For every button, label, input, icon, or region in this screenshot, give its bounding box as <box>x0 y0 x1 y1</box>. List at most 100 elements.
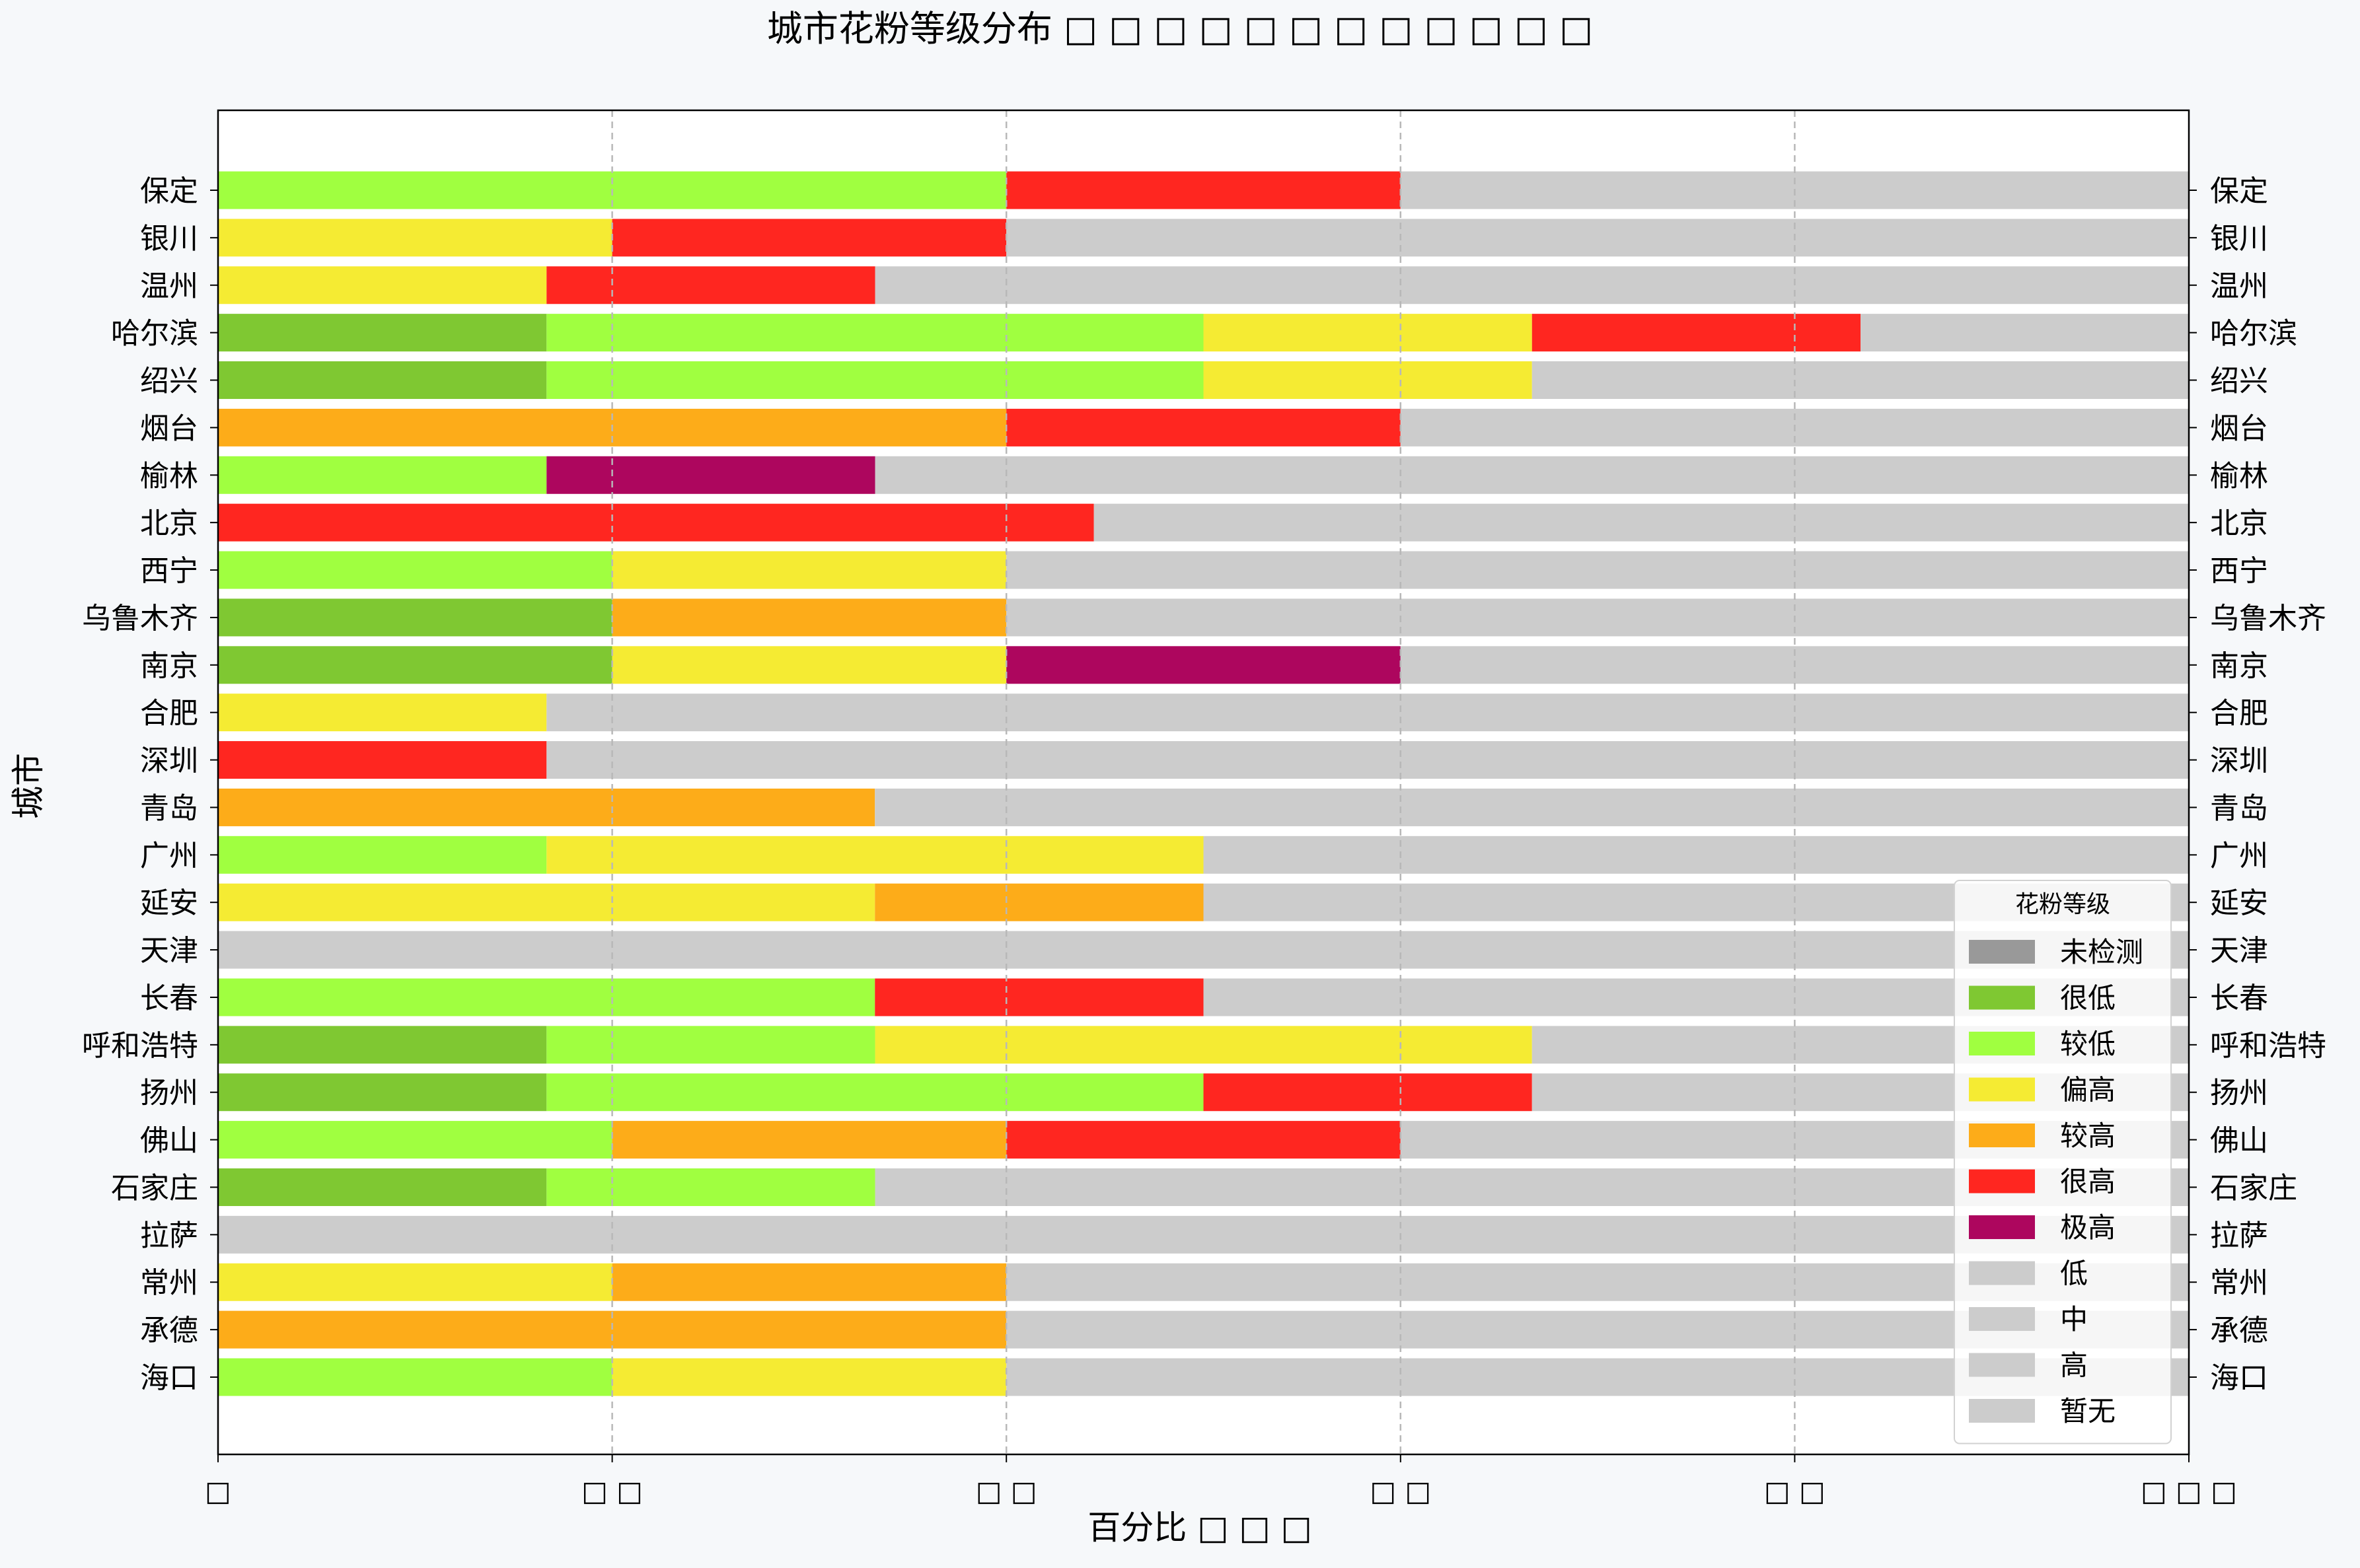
y-tick-label-right: 延安 <box>2210 886 2268 920</box>
bar-segment-哈尔滨-很高 <box>1531 314 1861 352</box>
legend-label: 未检测 <box>2060 936 2143 968</box>
bar-segment-合肥-偏高 <box>218 694 547 732</box>
legend-title: 花粉等级 <box>2015 891 2110 918</box>
bar-segment-乌鲁木齐-很低 <box>218 598 612 637</box>
legend-swatch-很高 <box>1969 1169 2035 1194</box>
bar-segment-西宁-暂无 <box>1006 551 2189 589</box>
y-tick-label: 天津 <box>140 934 198 968</box>
legend-swatch-较高 <box>1969 1123 2035 1147</box>
bar-segment-银川-暂无 <box>1006 219 2189 257</box>
x-tick-label: □ □ <box>976 1475 1037 1507</box>
y-tick-label: 常州 <box>140 1266 198 1300</box>
bar-segment-常州-偏高 <box>218 1263 612 1301</box>
bar-segment-银川-偏高 <box>218 219 612 257</box>
y-tick-label: 烟台 <box>140 411 198 445</box>
bar-segment-天津-暂无 <box>218 931 2189 969</box>
legend-label: 高 <box>2060 1349 2088 1382</box>
x-tick-label: □ □ <box>1370 1475 1431 1507</box>
y-tick-label: 海口 <box>140 1361 198 1395</box>
y-tick-label: 拉萨 <box>140 1219 198 1252</box>
legend-swatch-极高 <box>1969 1215 2035 1239</box>
bar-segment-海口-偏高 <box>612 1358 1007 1396</box>
bar-segment-哈尔滨-很低 <box>218 314 547 352</box>
bar-segment-长春-较低 <box>218 978 875 1016</box>
bar-segment-榆林-暂无 <box>875 456 2189 494</box>
bar-segment-南京-很低 <box>218 646 612 684</box>
y-tick-label-right: 银川 <box>2210 222 2268 256</box>
y-tick-label-right: 绍兴 <box>2210 365 2268 398</box>
y-tick-label-right: 保定 <box>2210 174 2268 208</box>
legend-label: 较高 <box>2060 1120 2116 1152</box>
bar-segment-合肥-暂无 <box>546 694 2189 732</box>
bar-segment-乌鲁木齐-较高 <box>612 598 1007 637</box>
chart-title: 城市花粉等级分布 □ □ □ □ □ □ □ □ □ □ □ □ <box>767 8 1593 50</box>
bar-segment-青岛-暂无 <box>875 788 2189 826</box>
y-tick-label-right: 拉萨 <box>2210 1219 2268 1252</box>
y-tick-label-right: 青岛 <box>2210 791 2268 825</box>
y-tick-label-right: 烟台 <box>2210 411 2268 445</box>
bar-segment-绍兴-偏高 <box>1203 361 1532 400</box>
bar-segment-青岛-较高 <box>218 788 875 826</box>
legend-swatch-较低 <box>1969 1032 2035 1055</box>
legend-label: 极高 <box>2060 1211 2116 1244</box>
bar-segment-海口-较低 <box>218 1358 612 1396</box>
y-tick-label: 榆林 <box>140 459 198 493</box>
legend-swatch-暂无 <box>1969 1399 2035 1423</box>
bar-segment-西宁-较低 <box>218 551 612 589</box>
legend-swatch-高 <box>1969 1353 2035 1377</box>
bar-segment-拉萨-暂无 <box>218 1215 2189 1254</box>
bar-segment-佛山-很高 <box>1006 1121 1401 1159</box>
y-tick-label-right: 北京 <box>2210 507 2268 540</box>
y-tick-label: 佛山 <box>140 1124 198 1158</box>
bar-segment-温州-偏高 <box>218 266 547 304</box>
bar-segment-温州-暂无 <box>875 266 2189 304</box>
y-tick-label-right: 榆林 <box>2210 459 2268 493</box>
bar-segment-延安-较高 <box>875 883 1204 921</box>
y-tick-label: 石家庄 <box>111 1171 198 1205</box>
y-tick-label: 南京 <box>140 649 198 683</box>
legend-label: 较低 <box>2060 1028 2116 1060</box>
bar-segment-扬州-很高 <box>1203 1073 1532 1112</box>
bar-segment-长春-很高 <box>875 978 1204 1016</box>
bar-segment-广州-较低 <box>218 836 547 874</box>
y-tick-label-right: 扬州 <box>2210 1077 2268 1110</box>
y-tick-label: 长春 <box>140 981 198 1015</box>
y-tick-label: 哈尔滨 <box>111 317 198 351</box>
bar-segment-乌鲁木齐-暂无 <box>1006 598 2189 637</box>
y-tick-label: 银川 <box>140 222 198 256</box>
bar-segment-呼和浩特-较低 <box>546 1026 875 1064</box>
y-tick-label: 延安 <box>140 886 198 920</box>
bar-segment-扬州-较低 <box>546 1073 1204 1112</box>
x-axis-label: 百分比 □ □ □ <box>1088 1509 1311 1547</box>
bar-segment-北京-很高 <box>218 503 1094 542</box>
y-tick-label-right: 合肥 <box>2210 697 2268 731</box>
x-tick-label: □ <box>205 1475 231 1507</box>
y-tick-label-right: 深圳 <box>2210 744 2268 778</box>
x-tick-label: □ □ □ <box>2141 1475 2237 1507</box>
bar-segment-扬州-很低 <box>218 1073 547 1112</box>
bar-segment-佛山-较低 <box>218 1121 612 1159</box>
bar-segment-佛山-较高 <box>612 1121 1007 1159</box>
bar-segment-绍兴-较低 <box>546 361 1204 400</box>
plot-frame <box>217 109 2190 1456</box>
bar-segment-银川-很高 <box>612 219 1007 257</box>
bar-segment-保定-很高 <box>1006 171 1401 209</box>
y-tick-label: 青岛 <box>140 791 198 825</box>
bar-segment-哈尔滨-较低 <box>546 314 1204 352</box>
y-tick-label: 合肥 <box>140 697 198 731</box>
bar-segment-温州-很高 <box>546 266 875 304</box>
legend-swatch-未检测 <box>1969 940 2035 964</box>
y-tick-label: 承德 <box>140 1314 198 1347</box>
bar-segment-北京-暂无 <box>1093 503 2189 542</box>
bar-segment-呼和浩特-很低 <box>218 1026 547 1064</box>
y-tick-label-right: 广州 <box>2210 839 2268 873</box>
legend-box <box>1954 880 2172 1444</box>
y-tick-label-right: 南京 <box>2210 649 2268 683</box>
legend-label: 偏高 <box>2060 1074 2116 1106</box>
bar-segment-深圳-很高 <box>218 741 547 779</box>
y-tick-label: 乌鲁木齐 <box>82 602 198 635</box>
bar-segment-呼和浩特-偏高 <box>875 1026 1532 1064</box>
y-tick-label: 保定 <box>140 174 198 208</box>
